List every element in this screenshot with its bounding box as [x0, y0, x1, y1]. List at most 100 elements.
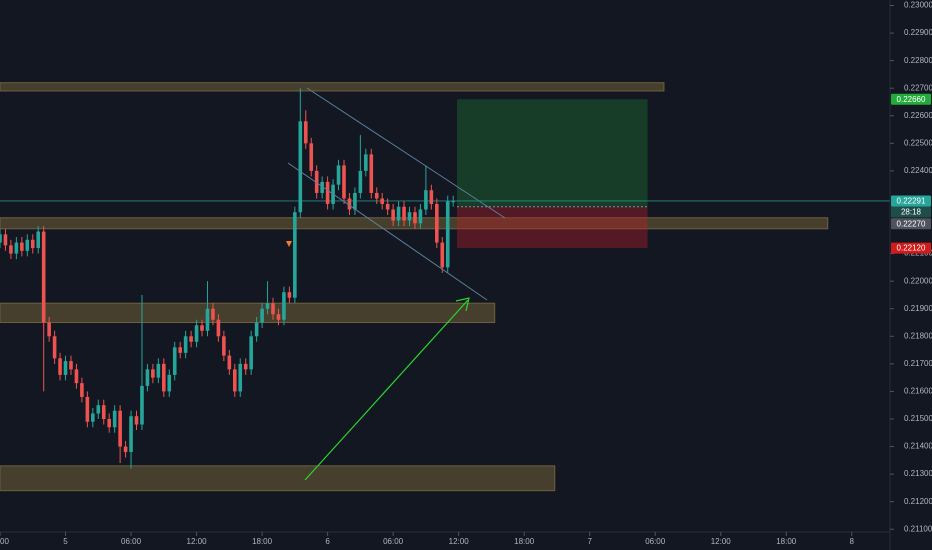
candle-body	[353, 192, 357, 210]
y-tick-label: 0.21600	[904, 387, 932, 396]
candle-body	[200, 325, 204, 331]
y-tick-label: 0.21500	[904, 414, 932, 423]
x-tick-label: 00	[0, 537, 9, 546]
candle-body	[52, 336, 57, 359]
countdown-tag	[891, 206, 931, 218]
candle-body	[451, 201, 455, 203]
candle-body	[374, 192, 379, 199]
price-tag-label: 0.22660	[897, 95, 926, 104]
candle-body	[9, 245, 13, 254]
candle-body	[183, 336, 188, 353]
arrow-head	[455, 297, 470, 312]
candle-body	[101, 405, 106, 419]
signal-marker	[286, 241, 292, 247]
y-tick-label: 0.21900	[904, 304, 932, 313]
candle-body	[276, 314, 281, 320]
candle-body	[303, 121, 308, 144]
price-tag-label: 0.22291	[897, 197, 926, 206]
candle-body	[243, 363, 248, 370]
candle-body	[364, 154, 368, 171]
candle-body	[298, 121, 303, 213]
candle-body	[145, 369, 150, 386]
candle-body	[271, 303, 275, 315]
x-tick-label: 06:00	[121, 537, 142, 546]
candle-body	[69, 361, 73, 370]
candle-body	[227, 355, 232, 370]
candle-body	[325, 181, 330, 204]
candle-body	[445, 201, 450, 268]
countdown-label: 28:18	[901, 208, 922, 217]
x-tick-label: 6	[325, 537, 330, 546]
candle-body	[260, 308, 264, 323]
candle-body	[36, 231, 41, 249]
candle-body	[14, 242, 19, 254]
candle-body	[96, 405, 101, 414]
drawings-layer	[286, 87, 506, 481]
candle-body	[440, 242, 445, 268]
candle-body	[118, 410, 122, 447]
y-tick-label: 0.21400	[904, 442, 932, 451]
candle-body	[25, 239, 30, 251]
y-tick-label: 0.22000	[904, 276, 932, 285]
candle-body	[369, 154, 374, 193]
candle-body	[293, 212, 297, 298]
candle-body	[424, 190, 428, 210]
candle-body	[74, 369, 79, 384]
candle-body	[342, 165, 346, 199]
candle-body	[134, 416, 139, 425]
x-tick-label: 12:00	[187, 537, 208, 546]
candle-body	[91, 413, 95, 422]
y-tick-label: 0.22500	[904, 138, 932, 147]
candle-body	[336, 165, 341, 185]
candle-body	[238, 363, 243, 392]
candle-body	[151, 369, 155, 378]
y-tick-label: 0.23000	[904, 1, 932, 10]
candle-body	[178, 347, 182, 353]
candle-body	[63, 361, 68, 375]
candle-body	[129, 416, 133, 453]
candle-body	[385, 203, 390, 210]
candle-body	[85, 396, 90, 422]
y-tick-label: 0.21300	[904, 469, 932, 478]
price-tag-label: 0.22120	[897, 244, 926, 253]
candle-body	[211, 308, 215, 320]
candle-body	[254, 322, 259, 337]
price-tag	[891, 218, 931, 230]
price-axis-bg	[890, 0, 932, 550]
candle-body	[140, 385, 144, 425]
x-tick-label: 8	[850, 537, 855, 546]
candle-body	[418, 209, 423, 224]
candle-body	[0, 234, 2, 243]
price-tag	[891, 242, 931, 254]
candle-body	[123, 446, 128, 453]
support-resistance-zone	[0, 302, 496, 324]
candle-body	[407, 212, 412, 221]
support-resistance-zone	[0, 465, 556, 492]
candle-body	[429, 190, 434, 204]
y-tick-label: 0.22800	[904, 56, 932, 65]
channel-lower	[287, 162, 488, 301]
candle-body	[380, 198, 385, 204]
y-tick-label: 0.22900	[904, 28, 932, 37]
x-tick-label: 18:00	[776, 537, 797, 546]
channel-upper	[306, 87, 506, 219]
x-tick-label: 12:00	[449, 537, 470, 546]
y-tick-label: 0.22600	[904, 111, 932, 120]
y-tick-label: 0.21100	[904, 524, 932, 533]
candle-body	[162, 363, 166, 392]
candle-body	[320, 181, 324, 193]
candle-body	[287, 292, 292, 298]
candle-body	[402, 206, 406, 221]
y-tick-label: 0.21200	[904, 497, 932, 506]
candle-body	[232, 369, 237, 392]
y-tick-label: 0.21700	[904, 359, 932, 368]
candle-body	[107, 418, 112, 428]
y-tick-label: 0.21800	[904, 331, 932, 340]
x-tick-label: 5	[63, 537, 68, 546]
candle-body	[309, 143, 314, 171]
candle-body	[20, 242, 24, 251]
candle-body	[58, 358, 62, 375]
candle-body	[167, 374, 172, 392]
